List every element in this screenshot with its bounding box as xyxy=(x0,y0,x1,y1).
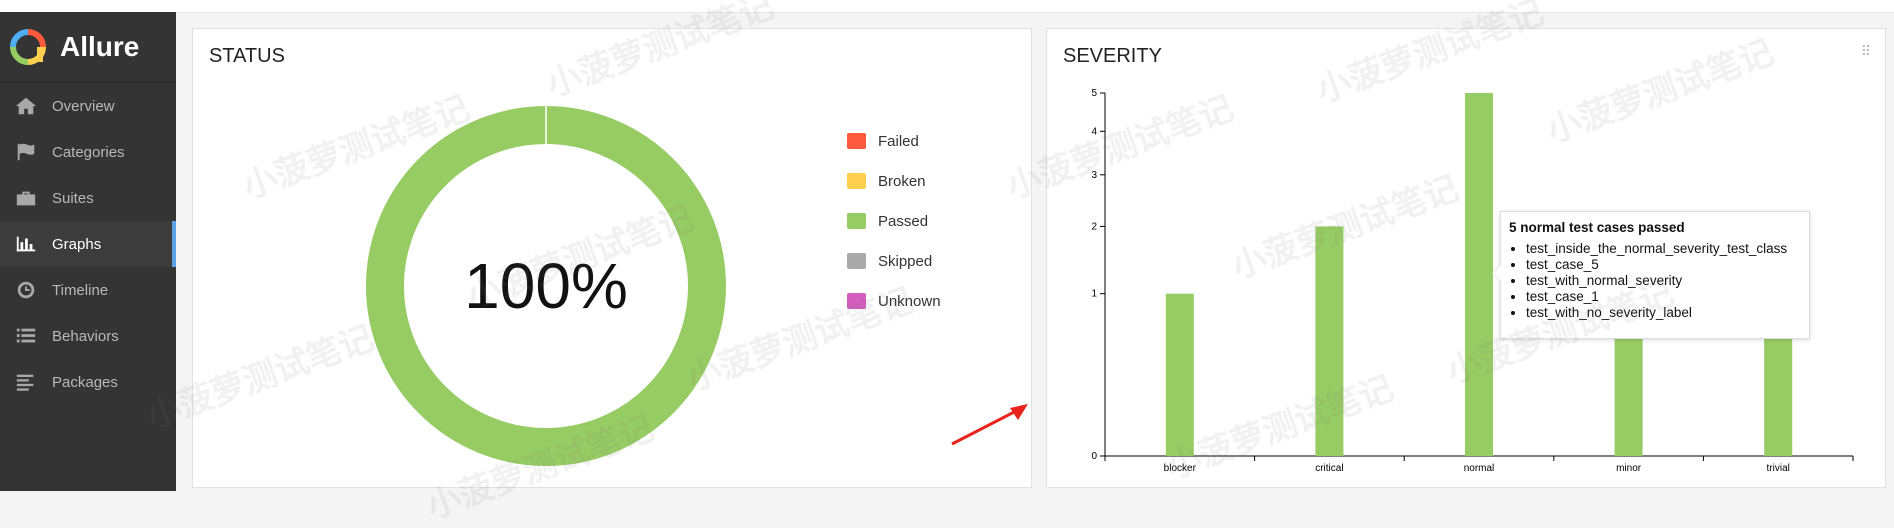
tooltip-title: 5 normal test cases passed xyxy=(1509,220,1685,235)
sidebar-item-packages[interactable]: Packages xyxy=(0,359,176,405)
tooltip-item: test_case_1 xyxy=(1526,289,1809,305)
y-tick-label: 5 xyxy=(1091,88,1097,99)
sidebar-item-behaviors[interactable]: Behaviors xyxy=(0,313,176,359)
legend-item-unknown[interactable]: Unknown xyxy=(847,281,941,321)
legend-item-skipped[interactable]: Skipped xyxy=(847,241,941,281)
tooltip-list: test_inside_the_normal_severity_test_cla… xyxy=(1501,241,1809,321)
bar-normal[interactable] xyxy=(1465,93,1493,456)
legend-label: Unknown xyxy=(878,292,941,310)
y-tick-label: 2 xyxy=(1091,221,1097,232)
legend-label: Passed xyxy=(878,212,929,230)
sidebar-item-suites[interactable]: Suites xyxy=(0,175,176,221)
sidebar-item-overview[interactable]: Overview xyxy=(0,83,176,129)
tooltip-item: test_with_no_severity_label xyxy=(1526,305,1809,321)
list-icon xyxy=(16,328,36,343)
drag-handle-icon[interactable]: ⠿ xyxy=(1860,43,1871,59)
legend-item-failed[interactable]: Failed xyxy=(847,121,941,161)
browser-bookmarks-bar xyxy=(0,0,1894,13)
status-legend: Failed Broken Passed Skipped Unknown xyxy=(847,121,941,321)
legend-label: Failed xyxy=(878,132,919,150)
status-widget: STATUS 100% Failed Broken Passed Skipped… xyxy=(192,28,1032,488)
sidebar-item-label: Suites xyxy=(52,189,94,207)
status-donut-chart: 100% xyxy=(366,106,726,466)
sidebar-item-label: Timeline xyxy=(52,281,109,299)
tooltip-item: test_case_5 xyxy=(1526,257,1809,273)
broken-swatch xyxy=(847,173,866,189)
sidebar-item-label: Overview xyxy=(52,97,115,115)
sidebar-item-label: Behaviors xyxy=(52,327,119,345)
donut-center-label: 100% xyxy=(464,250,628,322)
legend-label: Skipped xyxy=(878,252,933,270)
x-tick-label: trivial xyxy=(1767,463,1790,474)
align-left-icon xyxy=(16,374,34,391)
severity-title: SEVERITY xyxy=(1063,45,1162,67)
sidebar-item-graphs[interactable]: Graphs xyxy=(0,221,176,267)
allure-logo-icon xyxy=(10,29,46,65)
legend-label: Broken xyxy=(878,172,926,190)
x-tick-label: critical xyxy=(1315,463,1343,474)
status-title: STATUS xyxy=(209,45,285,67)
briefcase-icon xyxy=(16,191,36,206)
bar-critical[interactable] xyxy=(1315,226,1344,456)
sidebar-item-timeline[interactable]: Timeline xyxy=(0,267,176,313)
legend-item-broken[interactable]: Broken xyxy=(847,161,941,201)
unknown-swatch xyxy=(847,293,866,309)
y-tick-label: 3 xyxy=(1091,170,1097,181)
home-icon xyxy=(15,97,37,115)
passed-swatch xyxy=(847,213,866,229)
clock-icon xyxy=(17,281,35,299)
tooltip-item: test_inside_the_normal_severity_test_cla… xyxy=(1526,241,1809,257)
sidebar-item-categories[interactable]: Categories xyxy=(0,129,176,175)
flag-icon xyxy=(17,143,35,161)
sidebar-item-label: Packages xyxy=(52,373,118,391)
failed-swatch xyxy=(847,133,866,149)
x-tick-label: minor xyxy=(1616,463,1642,474)
severity-tooltip: 5 normal test cases passed test_inside_t… xyxy=(1492,211,1810,339)
skipped-swatch xyxy=(847,253,866,269)
y-tick-label: 4 xyxy=(1091,126,1097,137)
tooltip-item: test_with_normal_severity xyxy=(1526,273,1809,289)
x-tick-label: blocker xyxy=(1164,463,1197,474)
sidebar-nav: Overview Categories Suites Graphs Timeli… xyxy=(0,83,176,405)
bar-blocker[interactable] xyxy=(1165,293,1194,456)
sidebar-item-label: Graphs xyxy=(52,235,102,253)
bar-chart-icon xyxy=(16,236,36,252)
sidebar-item-label: Categories xyxy=(52,143,125,161)
legend-item-passed[interactable]: Passed xyxy=(847,201,941,241)
y-tick-label: 0 xyxy=(1091,451,1097,462)
x-tick-label: normal xyxy=(1464,463,1495,474)
y-tick-label: 1 xyxy=(1091,289,1097,300)
brand[interactable]: Allure xyxy=(0,12,176,83)
red-arrow-annotation xyxy=(951,404,1028,446)
sidebar: Allure Overview Categories Suites Graphs… xyxy=(0,12,176,491)
brand-name: Allure xyxy=(60,31,140,62)
